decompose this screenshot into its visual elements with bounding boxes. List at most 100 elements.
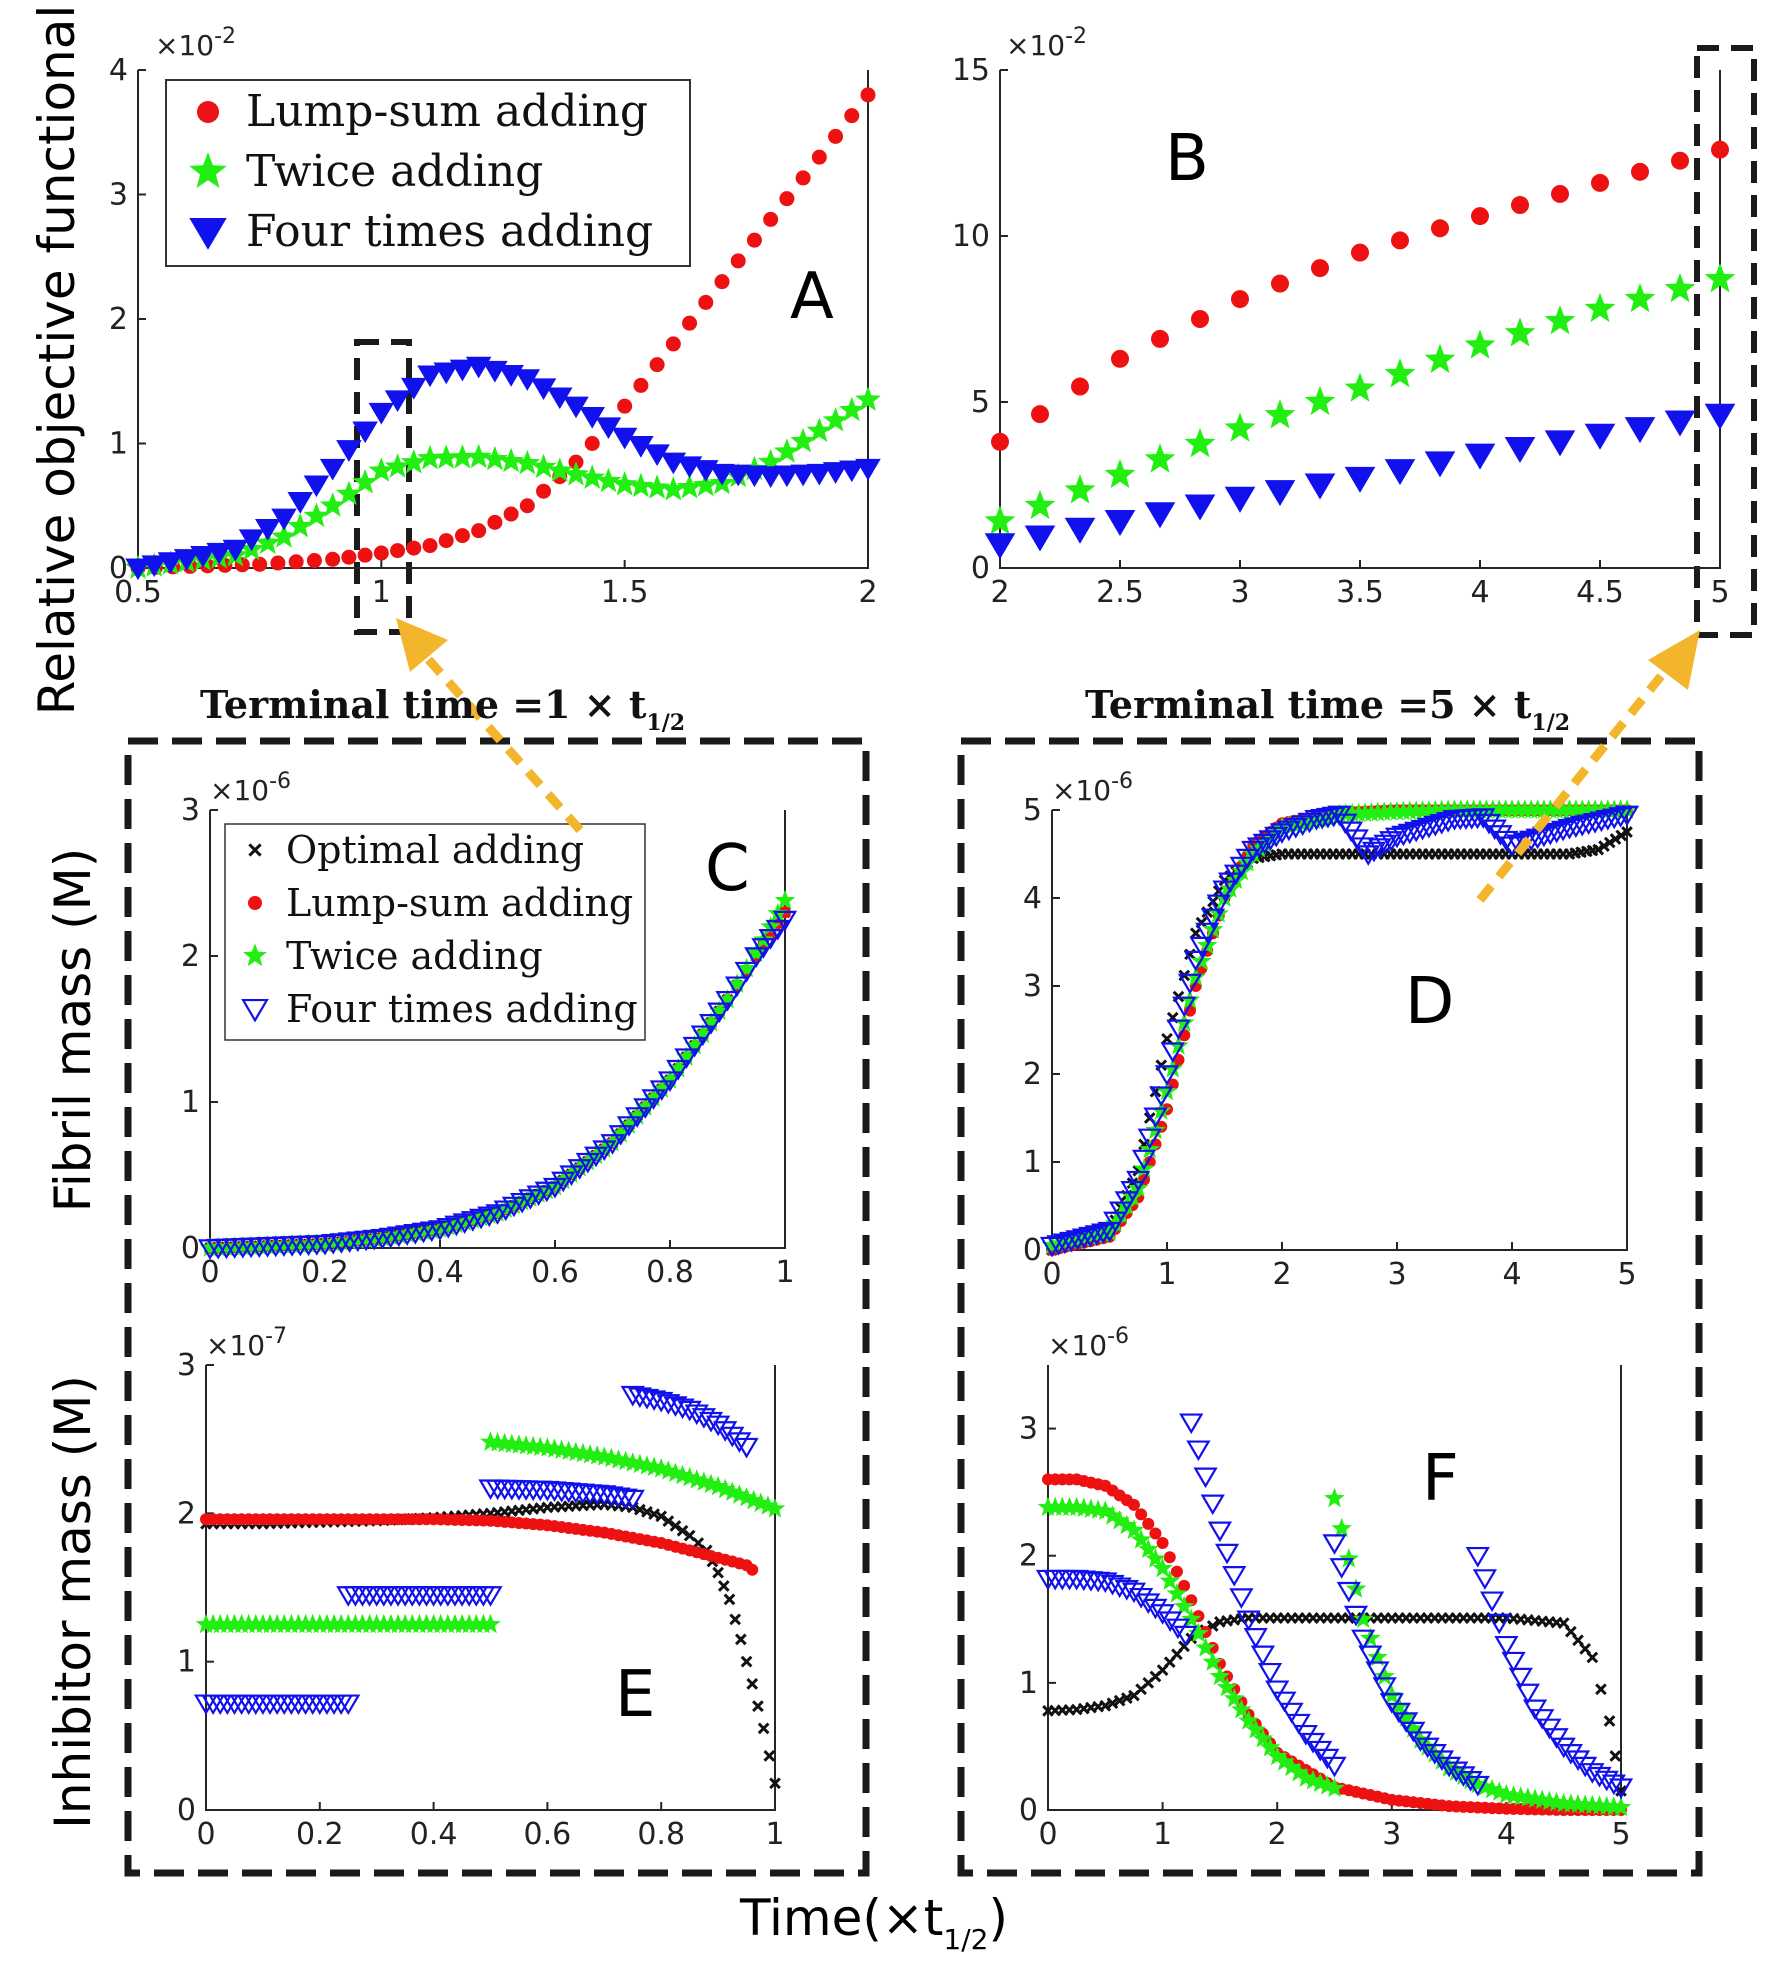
- data-point: [229, 1694, 254, 1716]
- data-point: [1435, 812, 1461, 833]
- data-point: [1149, 1086, 1174, 1107]
- data-point: [1343, 1605, 1369, 1627]
- data-point: [1487, 1613, 1512, 1635]
- data-point: [252, 556, 268, 572]
- data-point: [746, 1563, 759, 1576]
- data-point: [839, 460, 865, 483]
- y-label-fibril-mass: Fibril mass (M): [44, 848, 102, 1212]
- data-point: [1671, 151, 1689, 170]
- data-point: [690, 1025, 715, 1047]
- data-point: [1624, 282, 1656, 313]
- data-point: [635, 1096, 656, 1116]
- y-tick-label: 15: [952, 53, 990, 88]
- data-point: [1206, 894, 1231, 916]
- data-point: [1550, 820, 1576, 842]
- data-point: [1188, 1622, 1209, 1643]
- legend-marker: [241, 998, 269, 1023]
- data-point: [600, 1134, 625, 1155]
- data-point: [806, 417, 833, 442]
- data-point: [1384, 827, 1410, 849]
- data-point: [1274, 1751, 1295, 1771]
- data-point: [660, 476, 687, 501]
- data-point: [1467, 1773, 1488, 1794]
- data-point: [1344, 466, 1376, 493]
- data-point: [401, 377, 427, 400]
- x-tick-label: 0: [1042, 1257, 1061, 1292]
- data-point: [319, 458, 346, 481]
- series-twice-adding: [1037, 1487, 1632, 1817]
- data-point: [649, 357, 665, 373]
- data-point: [1704, 263, 1736, 293]
- data-point: [665, 336, 681, 352]
- data-point: [433, 444, 460, 469]
- data-point: [286, 1694, 311, 1716]
- data-point: [1238, 1710, 1259, 1730]
- x-tick-label: 5: [1617, 1257, 1636, 1292]
- data-point: [1104, 510, 1136, 537]
- data-point: [1603, 1715, 1616, 1727]
- data-point: [339, 1230, 360, 1250]
- data-point: [1158, 1611, 1183, 1632]
- y-tick-label: 1: [1019, 1666, 1038, 1701]
- data-point: [1317, 1775, 1338, 1795]
- data-point: [1102, 1505, 1123, 1525]
- data-point: [659, 1069, 681, 1089]
- data-point: [1384, 459, 1416, 486]
- legend-label: Lump-sum adding: [246, 86, 648, 137]
- data-point: [1097, 1221, 1122, 1243]
- data-point: [1163, 1551, 1176, 1564]
- x-tick-label: 5: [1611, 1817, 1630, 1852]
- data-point: [1544, 305, 1576, 335]
- data-point: [676, 1524, 689, 1537]
- data-point: [705, 1415, 731, 1437]
- data-point: [257, 1235, 278, 1255]
- dashed-box-b-highlight: [1694, 45, 1757, 638]
- data-point: [617, 398, 633, 414]
- data-point: [243, 1694, 268, 1716]
- series-four-times-adding: [984, 403, 1736, 560]
- data-point: [1324, 1777, 1345, 1798]
- data-point: [207, 1236, 229, 1257]
- data-point: [199, 1237, 221, 1257]
- chart-panel-c: 0 0.2 0.4 0.6 0.8 1 0 1 2 3 ×10-6 C Optimal adding Lu…: [181, 769, 798, 1290]
- y-tick-label: 3: [177, 1348, 196, 1383]
- data-point: [438, 533, 454, 549]
- data-point: [1024, 489, 1056, 520]
- x-tick-label: 1: [1153, 1817, 1172, 1852]
- y-tick-label: 1: [1023, 1145, 1042, 1180]
- series-lump-sum-adding: [1042, 1473, 1627, 1816]
- data-point: [257, 1694, 283, 1716]
- data-point: [633, 1098, 658, 1119]
- data-point: [1551, 184, 1569, 203]
- y-tick-label: 2: [1023, 1057, 1042, 1092]
- data-point: [1290, 815, 1315, 836]
- data-point: [1589, 811, 1614, 833]
- data-point: [1609, 1750, 1622, 1762]
- data-point: [287, 492, 313, 514]
- data-point: [1479, 1591, 1505, 1613]
- data-point: [575, 1152, 600, 1174]
- data-point: [300, 1694, 325, 1716]
- data-point: [1424, 343, 1456, 374]
- data-point: [498, 447, 524, 473]
- data-point: [769, 1777, 781, 1790]
- x-tick-label: 0.8: [646, 1255, 694, 1290]
- data-point: [1595, 810, 1620, 831]
- data-point: [1631, 162, 1649, 181]
- data-point: [329, 1694, 354, 1716]
- legend-label: Optimal adding: [286, 828, 584, 872]
- data-point: [265, 1234, 286, 1255]
- data-point: [649, 1391, 674, 1413]
- axis-exponent: ×10-6: [1052, 769, 1133, 807]
- data-point: [1474, 1776, 1496, 1796]
- data-point: [442, 1586, 468, 1607]
- data-point: [1361, 841, 1387, 863]
- data-point: [1565, 1750, 1591, 1772]
- series-lump-sum-adding: [200, 1513, 759, 1576]
- x-tick-label: 0.4: [410, 1817, 458, 1852]
- data-point: [757, 1722, 770, 1735]
- data-point: [1266, 1745, 1288, 1766]
- data-point: [707, 1475, 729, 1496]
- x-tick-label: 0.2: [296, 1817, 344, 1852]
- x-tick-label: 0.6: [531, 1255, 579, 1290]
